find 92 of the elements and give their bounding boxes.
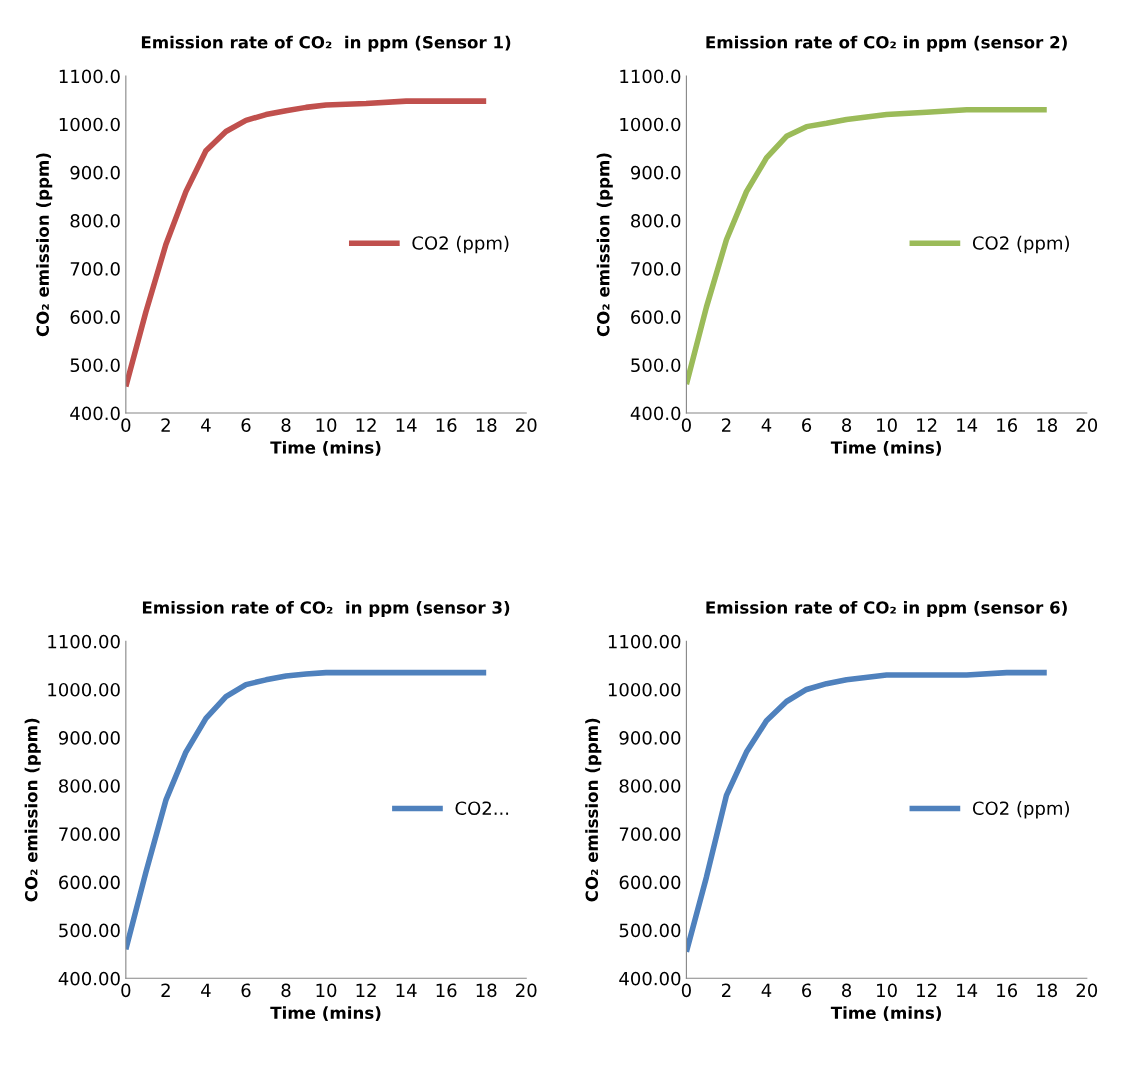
y-tick-label: 900.0 [630,165,681,180]
y-tick-label: 500.00 [59,923,120,938]
y-axis-title: CO₂ emission (ppm) [585,718,602,902]
legend-label: CO2... [455,801,509,816]
y-tick-label: 600.00 [619,875,681,890]
x-tick-label: 4 [761,418,772,432]
y-tick-label: 400.0 [630,406,681,421]
x-tick-label: 6 [241,983,251,998]
chart-title: Emission rate of CO₂ in ppm (sensor 3) [142,600,510,618]
y-tick-label: 800.0 [631,213,681,228]
x-tick-label: 12 [917,418,937,432]
legend-label: CO2 (ppm) [412,235,509,254]
x-tick-label: 10 [316,418,337,432]
x-tick-label: 2 [161,418,170,432]
x-tick-label: 12 [356,418,376,432]
y-tick-label: 800.00 [619,779,681,793]
y-tick-label: 600.0 [631,310,681,324]
y-tick-label: 800.0 [70,213,120,228]
y-tick-label: 900.00 [58,731,120,745]
y-axis-title: CO₂ emission (ppm) [596,153,613,337]
x-tick-label: 8 [842,983,852,998]
x-tick-label: 6 [241,418,251,432]
x-tick-label: 0 [681,983,691,998]
y-tick-label: 500.00 [619,923,681,938]
x-tick-label: 20 [1076,983,1098,998]
x-tick-label: 10 [316,983,337,998]
y-tick-label: 1000.0 [620,117,681,132]
chart-title: Emission rate of CO₂ in ppm (Sensor 1) [141,35,511,52]
chart-title: Emission rate of CO₂ in ppm (sensor 6) [706,600,1067,618]
y-tick-label: 700.00 [619,827,681,841]
x-tick-label: 14 [396,418,417,432]
y-tick-label: 1100.0 [59,69,120,84]
x-tick-label: 10 [877,983,897,998]
y-tick-label: 1100.00 [608,634,681,649]
y-tick-label: 400.00 [58,971,120,986]
x-tick-label: 12 [917,983,937,997]
y-axis-title: CO₂ emission (ppm) [24,718,41,902]
x-tick-label: 2 [722,418,731,432]
x-tick-label: 4 [761,983,772,997]
x-axis-title: Time (mins) [270,1006,381,1022]
x-tick-label: 18 [476,983,497,998]
y-tick-label: 1100.0 [620,69,681,84]
y-tick-label: 400.0 [70,406,120,421]
x-tick-label: 6 [802,418,812,432]
x-axis-title: Time (mins) [830,1006,941,1022]
x-tick-label: 14 [957,418,978,432]
x-axis-title: Time (mins) [830,440,941,456]
y-tick-label: 900.00 [619,731,681,745]
x-tick-label: 2 [722,983,731,997]
y-tick-label: 1100.00 [48,634,120,649]
x-tick-label: 10 [877,418,897,432]
y-tick-label: 500.0 [70,358,120,373]
y-tick-label: 1000.0 [59,117,120,132]
y-tick-label: 600.00 [59,875,120,890]
x-tick-label: 20 [516,418,537,432]
x-tick-label: 8 [281,983,291,998]
x-tick-label: 8 [281,418,291,432]
chart-title: Emission rate of CO₂ in ppm (sensor 2) [706,35,1067,52]
y-tick-label: 700.0 [631,262,681,276]
y-tick-label: 400.00 [619,971,681,986]
x-tick-label: 12 [356,983,376,997]
x-tick-label: 18 [1037,983,1058,998]
x-tick-label: 20 [516,983,537,998]
x-tick-label: 16 [436,983,457,998]
x-tick-label: 6 [802,983,812,998]
y-tick-label: 700.00 [59,827,120,841]
x-tick-label: 4 [201,418,211,432]
x-tick-label: 8 [842,418,852,432]
x-tick-label: 18 [1037,418,1058,432]
x-tick-label: 4 [201,983,211,997]
x-tick-label: 14 [396,983,417,997]
x-tick-label: 0 [681,418,691,432]
y-tick-label: 1000.00 [48,682,120,697]
x-tick-label: 16 [436,418,457,432]
y-tick-label: 1000.00 [608,682,681,697]
x-tick-label: 16 [997,983,1018,998]
legend-label: CO2 (ppm) [972,801,1069,819]
x-tick-label: 16 [997,418,1018,432]
x-tick-label: 2 [161,983,170,997]
x-tick-label: 20 [1076,418,1098,432]
x-tick-label: 0 [121,983,131,998]
y-tick-label: 700.0 [70,262,120,276]
y-tick-label: 900.0 [70,165,120,180]
y-tick-label: 800.00 [59,779,120,793]
legend-label: CO2 (ppm) [972,235,1069,254]
y-tick-label: 500.0 [631,358,681,373]
y-axis-title: CO₂ emission (ppm) [36,153,53,337]
x-axis-title: Time (mins) [270,440,381,456]
x-tick-label: 14 [957,983,978,997]
x-tick-label: 0 [121,418,131,432]
x-tick-label: 18 [476,418,497,432]
y-tick-label: 600.0 [70,310,120,324]
